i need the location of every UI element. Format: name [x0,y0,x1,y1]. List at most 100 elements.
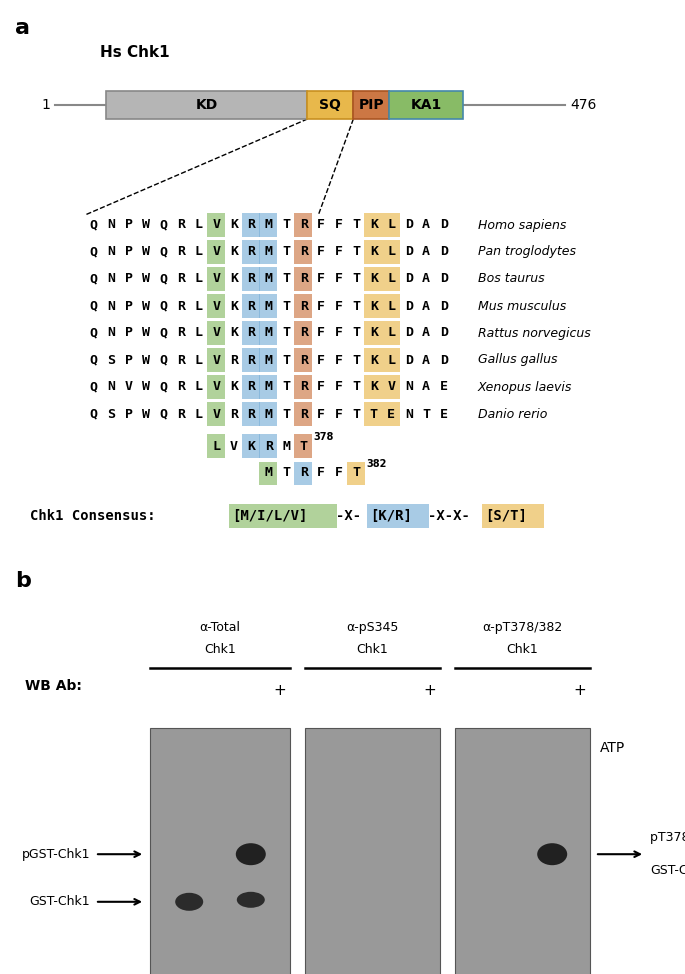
Text: R: R [177,299,185,313]
Text: L: L [195,218,203,232]
Text: R: R [247,407,256,421]
Text: L: L [387,245,395,258]
Bar [389,91,463,119]
Text: A: A [422,326,430,340]
Bar [242,321,260,345]
Text: [K/R]: [K/R] [370,509,412,523]
Text: T: T [282,467,290,479]
Text: T: T [352,326,360,340]
Text: T: T [422,407,430,421]
Text: K: K [370,218,377,232]
Bar [455,729,590,974]
Text: E: E [387,407,395,421]
Text: D: D [440,354,448,366]
Text: a: a [15,18,30,38]
Text: L: L [387,273,395,285]
Text: R: R [177,245,185,258]
Text: W: W [142,299,150,313]
Text: P: P [125,218,133,232]
Text: KD: KD [196,98,218,112]
Bar [382,241,399,264]
Bar [242,213,260,237]
Text: Homo sapiens: Homo sapiens [477,218,566,232]
Bar [206,213,225,237]
Text: Q: Q [160,273,168,285]
Text: W: W [142,354,150,366]
Text: K: K [370,299,377,313]
Text: -X-X-: -X-X- [427,509,469,523]
Bar [206,376,225,398]
Bar [229,504,336,528]
Bar [294,462,312,484]
Text: Rattus norvegicus: Rattus norvegicus [477,326,590,340]
Text: R: R [177,407,185,421]
Text: M: M [282,439,290,453]
Text: R: R [177,326,185,340]
Text: R: R [300,273,308,285]
Bar [364,241,382,264]
Text: Q: Q [90,326,98,340]
Bar [294,434,312,458]
Text: Q: Q [90,407,98,421]
Text: T: T [352,381,360,393]
Text: N: N [108,245,115,258]
Bar [259,213,277,237]
Text: A: A [422,273,430,285]
Text: T: T [352,245,360,258]
Text: R: R [229,407,238,421]
Text: F: F [317,407,325,421]
Bar [382,402,399,426]
Bar [482,504,543,528]
Bar [259,349,277,371]
Text: Q: Q [160,299,168,313]
Text: L: L [195,354,203,366]
Bar [259,402,277,426]
Ellipse shape [237,892,265,908]
Text: L: L [195,326,203,340]
Bar [382,294,399,318]
Text: A: A [422,245,430,258]
Bar [294,213,312,237]
Bar [259,462,277,484]
Text: T: T [352,299,360,313]
Text: Chk1 Consensus:: Chk1 Consensus: [30,509,155,523]
Text: pT378/ p382: pT378/ p382 [650,831,685,844]
Text: T: T [282,354,290,366]
Text: V: V [387,381,395,393]
Text: E: E [440,407,448,421]
Bar [259,294,277,318]
Bar [206,349,225,371]
Text: L: L [387,218,395,232]
Text: N: N [108,381,115,393]
Text: R: R [247,218,256,232]
Text: R: R [300,245,308,258]
Bar [382,376,399,398]
Ellipse shape [537,843,567,865]
Text: 378: 378 [314,432,334,442]
Text: T: T [352,273,360,285]
Text: Mus musculus: Mus musculus [477,299,566,313]
Bar [305,729,440,974]
Text: R: R [247,381,256,393]
Text: M: M [264,245,273,258]
Text: F: F [335,381,342,393]
Text: L: L [195,381,203,393]
Text: N: N [108,299,115,313]
Text: L: L [387,299,395,313]
Bar [364,294,382,318]
Bar [206,268,225,290]
Text: K: K [247,439,256,453]
Text: R: R [177,381,185,393]
Bar [150,729,290,974]
Text: Q: Q [90,381,98,393]
Text: +: + [273,683,286,697]
Text: R: R [247,354,256,366]
Text: K: K [229,218,238,232]
Text: KA1: KA1 [410,98,442,112]
Text: GST-Chk1: GST-Chk1 [650,864,685,878]
Text: F: F [317,326,325,340]
Bar [294,376,312,398]
Text: P: P [125,273,133,285]
Text: V: V [212,354,221,366]
Text: PIP: PIP [358,98,384,112]
